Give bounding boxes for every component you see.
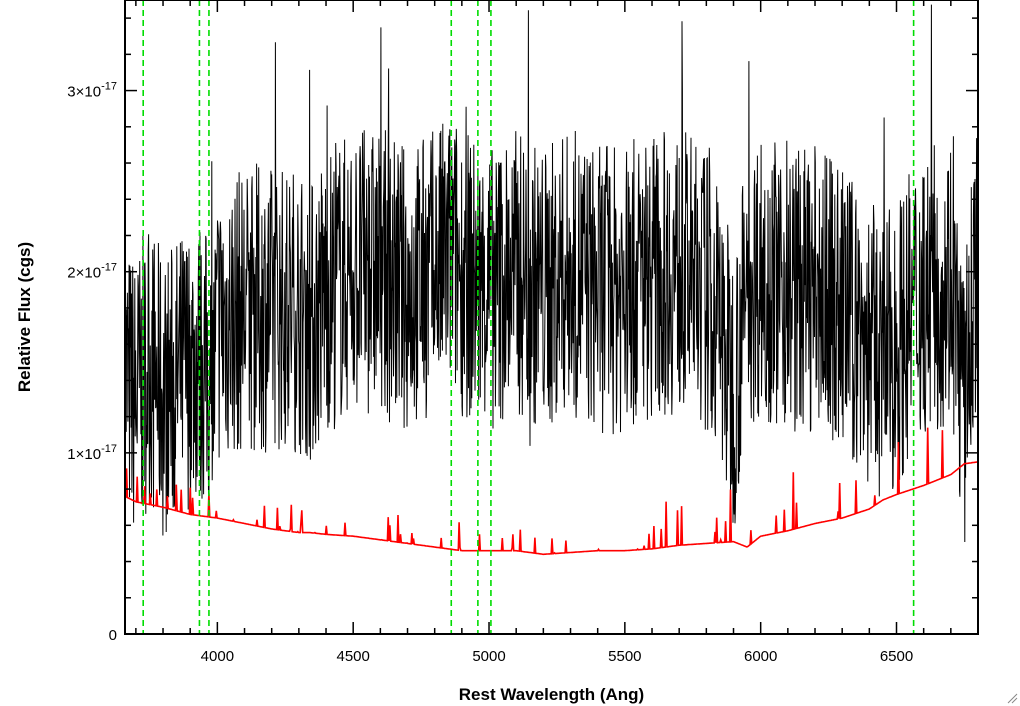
y-tick-label: 3×10-17 (67, 81, 117, 101)
y-tick-exponent: -17 (101, 443, 117, 455)
reference-lines (142, 0, 915, 634)
series-layer (125, 4, 978, 556)
x-tick-label: 6500 (880, 648, 913, 665)
y-tick-label: 0 (109, 627, 117, 644)
resize-grip-icon[interactable] (1006, 692, 1018, 704)
y-tick-times: ×10 (76, 84, 101, 101)
y-tick-label: 2×10-17 (67, 262, 117, 282)
y-tick-mantissa: 1 (67, 446, 75, 463)
x-tick-label: 4500 (337, 648, 370, 665)
x-tick-label: 5000 (472, 648, 505, 665)
y-tick-label: 1×10-17 (67, 443, 117, 463)
y-tick-times: ×10 (76, 265, 101, 282)
x-tick-label: 5500 (608, 648, 641, 665)
model-spectrum-line (125, 427, 978, 556)
axis-ticks: 4000 4500 5000 5500 6000 650001×10-172×10-173… (67, 0, 979, 665)
y-axis-title: Relative Flux (cgs) (15, 242, 34, 392)
x-axis-title: Rest Wavelength (Ang) (459, 685, 644, 704)
y-tick-exponent: -17 (101, 81, 117, 93)
x-tick-label: 6000 (744, 648, 777, 665)
x-tick-label: 4000 (201, 648, 234, 665)
y-tick-mantissa: 3 (67, 84, 75, 101)
y-tick-mantissa: 2 (67, 265, 75, 282)
plot-frame (124, 0, 979, 635)
y-tick-exponent: -17 (101, 262, 117, 274)
observed-spectrum-line (125, 4, 978, 543)
y-tick-times: ×10 (76, 446, 101, 463)
